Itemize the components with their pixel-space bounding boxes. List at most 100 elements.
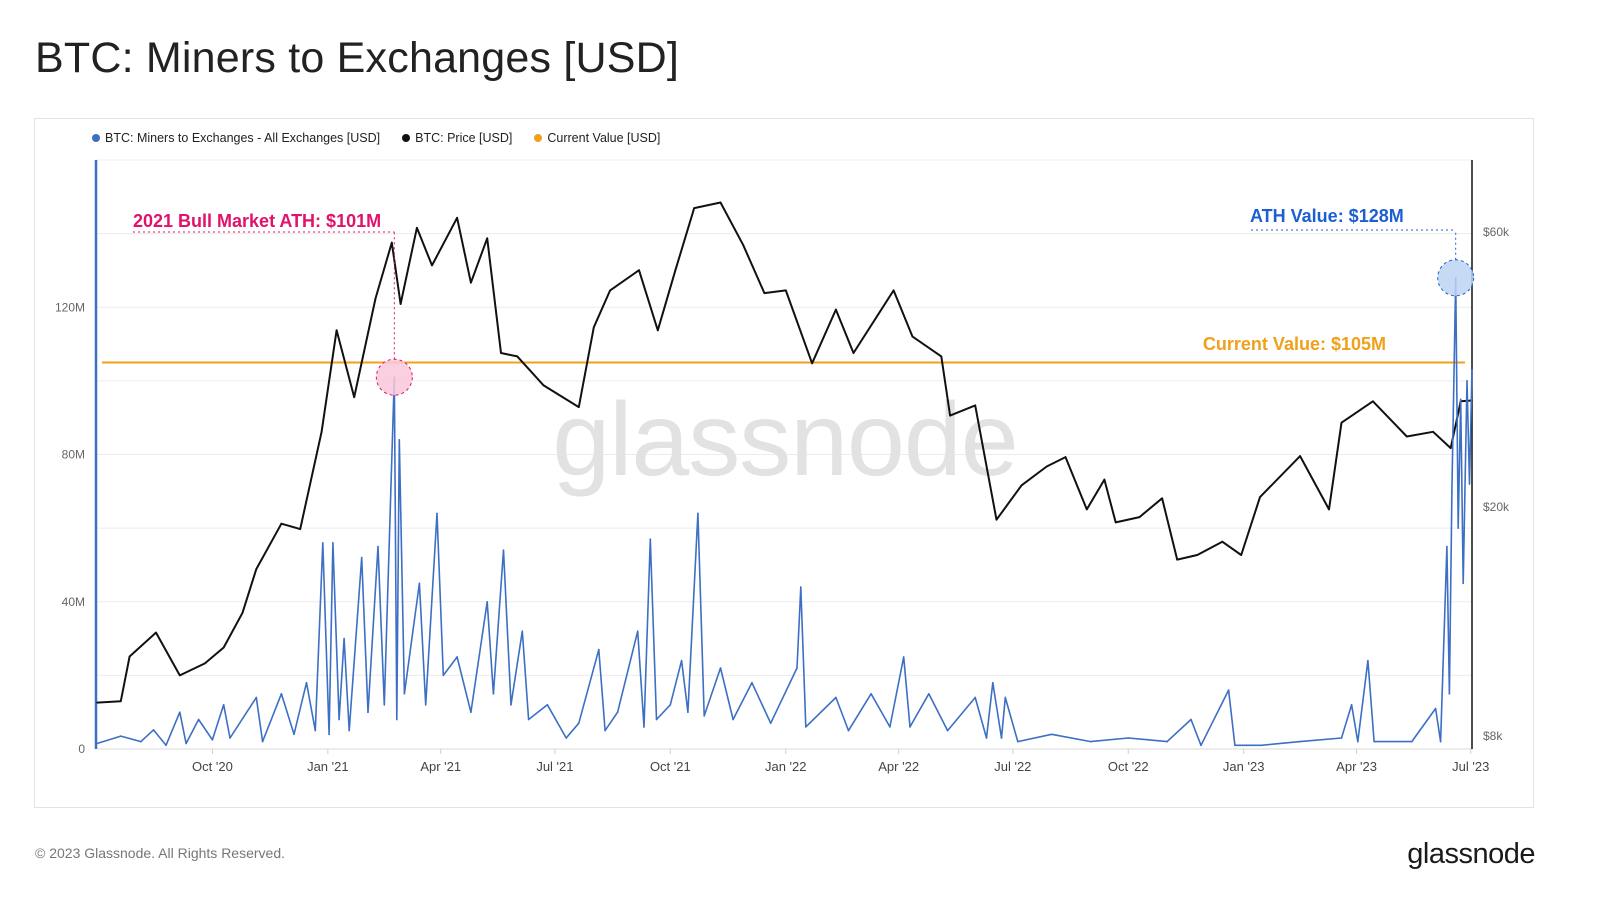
y-right-tick-label: $60k [1483,225,1510,239]
miners-point [377,545,379,548]
price-point [1161,497,1163,500]
y-axis-left: 0 40M 80M 120M [55,160,98,756]
miners-point [751,681,753,684]
miners-point [280,692,283,695]
miners-point [946,729,949,732]
price-point [1432,430,1434,433]
price-point [1405,435,1408,438]
miners-point [889,726,891,728]
miners-point [1050,733,1053,736]
price-point [1020,484,1023,487]
price-point [892,289,895,292]
miners-point [577,722,580,725]
miners-point [1468,483,1471,485]
miners-point [835,696,837,699]
legend-dot-current-icon [534,134,543,142]
bull-ath-marker [375,358,413,396]
miners-point [502,549,505,552]
miners-point [1373,740,1375,743]
price-point [974,404,976,407]
x-tick-label: Jul '21 [536,759,573,774]
price-point [1299,455,1301,457]
miners-point [403,692,406,695]
price-point [609,289,611,292]
miners-point [418,582,421,585]
miners-point [261,740,264,743]
miners-point [222,704,225,706]
price-point [852,352,855,354]
y-left-tick-label: 80M [62,448,85,462]
price-point [1064,456,1067,458]
miners-point [442,674,445,677]
chart-frame [34,118,1534,808]
annotation-layer: 2021 Bull Market ATH: $101M ATH Value: $1… [133,206,1475,396]
miners-point [805,726,807,728]
x-tick-label: Apr '22 [878,759,919,774]
miners-point [521,630,524,632]
price-point [1240,554,1242,556]
miners-point [697,512,699,515]
x-tick-label: Jul '23 [1452,759,1489,774]
miners-point [1340,737,1343,739]
x-tick-label: Apr '23 [1336,759,1377,774]
miners-point [703,715,706,717]
price-point [128,655,131,658]
miners-point [636,630,639,632]
miners-point [470,711,472,713]
miners-point [732,718,734,721]
miners-point [120,735,122,737]
price-point [486,237,488,240]
miners-point [486,600,488,603]
series-layer [96,201,1473,747]
price-point [120,700,122,702]
miners-point [152,729,155,731]
price-point [353,396,355,399]
price-point [1138,516,1141,518]
price-point [456,216,458,219]
price-point [255,568,258,570]
y-left-tick-label: 40M [62,595,85,609]
price-point [1045,465,1048,468]
miners-point [367,711,369,713]
miners-point [293,733,295,736]
y-left-tick-label: 0 [78,742,85,756]
x-axis: Oct '20 Jan '21 Apr '21 Jul '21 Oct '21 Jan '… [97,748,1489,774]
miners-point [398,438,401,441]
miners-point [165,744,167,747]
x-tick-label: Oct '22 [1108,759,1149,774]
price-point [1340,421,1343,424]
miners-point [510,704,512,706]
price-point [416,227,418,229]
miners-point [255,696,258,699]
legend-item-price[interactable]: BTC: Price [USD] [402,131,512,145]
miners-point [383,704,386,706]
price-point [593,326,595,329]
price-point [155,631,157,634]
miners-point [1227,689,1230,691]
miners-point [179,711,181,713]
ath-marker [1437,259,1475,297]
price-point [949,414,951,417]
miners-point [211,738,214,741]
price-point [995,518,998,521]
legend-item-current[interactable]: Current Value [USD] [534,131,660,145]
price-point [693,207,695,209]
miners-point [314,729,317,732]
price-point [1372,400,1374,403]
glassnode-logo: glassnode [1407,838,1535,870]
legend-label-price: BTC: Price [USD] [415,131,513,145]
price-point [320,430,323,433]
miners-point [1350,704,1353,706]
miners-point [197,718,200,721]
x-tick-label: Oct '20 [192,759,233,774]
miners-point [796,667,798,669]
miners-point [1299,740,1301,743]
miners-point [1466,380,1468,382]
price-point [1086,508,1088,511]
y-left-tick-label: 120M [55,300,85,314]
x-tick-label: Oct '21 [650,759,691,774]
price-point [500,352,502,354]
price-point [763,292,766,294]
price-point [391,241,393,244]
legend-item-miners[interactable]: BTC: Miners to Exchanges - All Exchanges… [92,131,380,145]
